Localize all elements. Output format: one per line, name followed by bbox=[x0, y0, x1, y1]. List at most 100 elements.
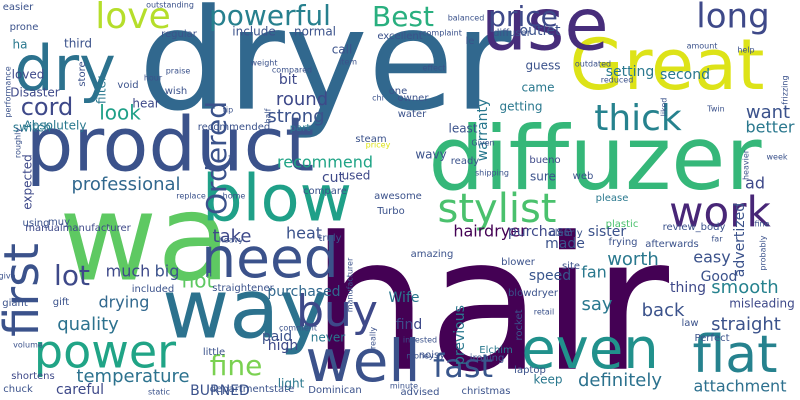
cloud-word: thing bbox=[670, 280, 706, 296]
cloud-word: cord bbox=[21, 93, 74, 121]
cloud-word: big bbox=[155, 262, 180, 281]
cloud-word: fast bbox=[433, 347, 493, 385]
cloud-word: weight bbox=[251, 59, 278, 68]
cloud-word: shipping bbox=[475, 169, 509, 178]
cloud-word: Best bbox=[372, 0, 434, 33]
cloud-word: product bbox=[26, 101, 314, 189]
cloud-word: wavy bbox=[415, 148, 446, 162]
cloud-word: shortens bbox=[11, 371, 54, 382]
cloud-word: Good bbox=[701, 269, 738, 285]
cloud-word: heat bbox=[286, 224, 322, 243]
cloud-word: sure bbox=[530, 170, 556, 184]
cloud-word: plastic bbox=[606, 219, 639, 230]
cloud-word: one bbox=[389, 86, 408, 97]
cloud-word: made bbox=[545, 236, 585, 252]
cloud-word: reduced bbox=[601, 76, 634, 85]
cloud-word: look bbox=[99, 101, 141, 125]
cloud-word: money bbox=[406, 352, 434, 361]
cloud-word: side bbox=[228, 150, 237, 166]
cloud-word: fine bbox=[210, 349, 263, 382]
cloud-word: high bbox=[268, 338, 299, 354]
cloud-word: speed bbox=[529, 268, 571, 284]
cloud-word: call bbox=[332, 43, 353, 57]
cloud-word: want bbox=[746, 102, 790, 123]
cloud-word: smooth bbox=[711, 277, 778, 298]
cloud-word: least bbox=[448, 122, 477, 136]
cloud-word: Perfect bbox=[694, 333, 729, 344]
cloud-word: Absolutely bbox=[24, 119, 87, 133]
cloud-word: part bbox=[290, 123, 311, 134]
cloud-word: never bbox=[311, 331, 345, 345]
cloud-word: truly bbox=[318, 233, 341, 244]
cloud-word: ad bbox=[745, 174, 765, 193]
cloud-word: definitely bbox=[578, 370, 662, 391]
cloud-word: please bbox=[596, 193, 629, 204]
cloud-word: professional bbox=[71, 174, 180, 195]
cloud-word: take bbox=[213, 226, 252, 247]
cloud-word: hour bbox=[144, 74, 163, 83]
cloud-word: hear bbox=[132, 97, 159, 111]
cloud-word: light bbox=[278, 377, 305, 391]
cloud-word: thick bbox=[594, 98, 682, 139]
cloud-word: dry bbox=[14, 32, 116, 105]
cloud-word: purchased bbox=[267, 284, 340, 300]
cloud-word: include bbox=[232, 25, 275, 39]
cloud-word: diffuzer bbox=[428, 107, 762, 210]
cloud-word: dryer bbox=[139, 0, 512, 143]
cloud-word: Great bbox=[570, 24, 765, 106]
cloud-word: noisy bbox=[419, 350, 445, 361]
cloud-word: fan bbox=[581, 263, 607, 282]
cloud-word: setting bbox=[606, 64, 655, 80]
cloud-word: really bbox=[369, 327, 378, 349]
cloud-word: clearly bbox=[549, 228, 582, 239]
cloud-word: find bbox=[396, 317, 423, 333]
cloud-word: effect bbox=[423, 64, 446, 73]
cloud-word: tip bbox=[223, 106, 233, 115]
cloud-word: ha bbox=[13, 38, 28, 52]
cloud-word: little bbox=[203, 347, 225, 358]
cloud-word: BURNED bbox=[190, 383, 250, 399]
cloud-word: Wife bbox=[389, 290, 420, 306]
cloud-word: easier bbox=[3, 2, 34, 13]
cloud-word: way bbox=[162, 262, 328, 357]
cloud-word: laptop bbox=[514, 365, 546, 376]
cloud-word: say bbox=[581, 294, 612, 315]
cloud-word: first bbox=[0, 243, 50, 337]
cloud-word: performance bbox=[4, 66, 13, 117]
cloud-word: advertized bbox=[732, 203, 748, 277]
cloud-word: wa bbox=[59, 170, 231, 309]
cloud-word: using bbox=[22, 218, 49, 229]
cloud-word: item bbox=[339, 58, 357, 67]
cloud-word: keep bbox=[534, 373, 563, 387]
cloud-word: rocket bbox=[514, 309, 525, 340]
cloud-word: frizzing bbox=[781, 75, 790, 104]
cloud-word: temperature bbox=[76, 366, 189, 387]
cloud-word: review_body bbox=[663, 222, 726, 233]
cloud-word: well bbox=[305, 327, 420, 395]
cloud-word: blower bbox=[501, 257, 536, 268]
cloud-word: owner bbox=[398, 93, 430, 104]
cloud-word: manualmanufacturer bbox=[25, 223, 131, 234]
cloud-word: drying bbox=[99, 293, 150, 312]
cloud-word: outlet bbox=[520, 23, 561, 39]
cloud-word: outdated bbox=[575, 60, 611, 69]
cloud-word: hairdryer bbox=[453, 222, 527, 241]
cloud-word: powerful bbox=[209, 0, 331, 32]
cloud-word: water bbox=[398, 109, 427, 120]
cloud-word: ready bbox=[451, 156, 480, 167]
cloud-word: muy bbox=[48, 217, 70, 228]
cloud-word: paid bbox=[262, 329, 292, 345]
cloud-word: Disaster bbox=[10, 86, 60, 100]
cloud-word: flat bbox=[692, 325, 777, 385]
cloud-word: hair bbox=[311, 197, 670, 400]
cloud-word: recommend bbox=[277, 153, 373, 172]
cloud-word: came bbox=[521, 81, 554, 95]
cloud-word: blowdryer bbox=[508, 288, 559, 299]
cloud-word: awesome bbox=[374, 191, 422, 202]
cloud-word: compared bbox=[272, 66, 312, 75]
cloud-word: worth bbox=[607, 249, 659, 270]
cloud-word: diffuser bbox=[493, 28, 532, 39]
cloud-word: excellent bbox=[377, 31, 422, 42]
cloud-word: normal bbox=[294, 25, 336, 39]
cloud-word: attachment bbox=[694, 377, 787, 396]
